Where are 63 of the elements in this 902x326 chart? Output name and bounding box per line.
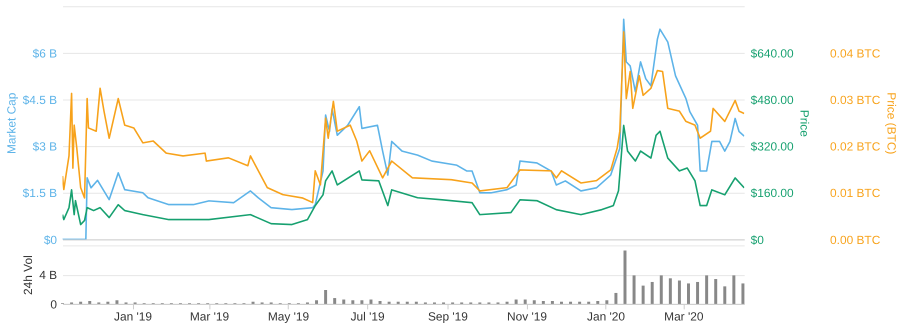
y3-tick-label: 0.01 BTC xyxy=(830,186,881,200)
y3-tick-label: 0.00 BTC xyxy=(830,232,881,247)
bar xyxy=(378,300,382,304)
bar xyxy=(524,300,527,304)
y2-tick-label: $320.00 xyxy=(750,140,794,154)
x-tick-label: Jan '20 xyxy=(587,309,626,324)
y2-axis-title: Price xyxy=(798,110,812,138)
bar xyxy=(360,300,364,304)
x-tick-label: May '19 xyxy=(268,309,310,324)
y-tick-label: $1.5 B xyxy=(22,186,58,200)
bar xyxy=(642,286,645,304)
bar xyxy=(369,300,372,304)
bar xyxy=(115,300,118,304)
x-tick-label: Jul '19 xyxy=(350,309,385,324)
bar xyxy=(723,286,726,304)
x-tick-label: Mar '20 xyxy=(664,309,704,324)
bar xyxy=(614,292,618,304)
bar xyxy=(351,300,354,304)
bar xyxy=(705,275,708,304)
y3-tick-label: 0.04 BTC xyxy=(830,46,881,60)
y3-tick-label: 0.03 BTC xyxy=(830,92,881,107)
bar xyxy=(542,300,545,304)
bar xyxy=(650,282,654,304)
y2-tick-label: $640.00 xyxy=(750,46,794,60)
bar xyxy=(678,280,681,304)
y2-tick-label: $0 xyxy=(750,232,764,247)
bar xyxy=(624,250,626,304)
x-tick-label: Nov '19 xyxy=(507,309,548,324)
bar xyxy=(88,300,92,304)
y-axis-title: 24h Vol xyxy=(21,255,36,295)
y-tick-label: 0 xyxy=(50,297,58,312)
bar xyxy=(550,300,554,304)
y-tick-label: $4.5 B xyxy=(22,92,58,107)
bar xyxy=(605,300,608,304)
x-tick-label: Sep '19 xyxy=(428,309,468,324)
bar xyxy=(324,290,328,304)
y2-tick-label: $480.00 xyxy=(750,92,794,107)
bar xyxy=(596,300,600,304)
x-tick-label: Mar '19 xyxy=(190,309,230,324)
y-tick-label: $0 xyxy=(44,232,58,247)
bar xyxy=(660,275,663,304)
y-tick-label: $6 B xyxy=(32,46,58,60)
bar xyxy=(632,275,636,304)
y-axis-title: Market Cap xyxy=(4,92,19,154)
y3-axis-title: Price (BTC) xyxy=(884,92,898,154)
bar xyxy=(714,279,718,304)
y2-tick-label: $160.00 xyxy=(750,186,794,200)
line-series xyxy=(62,31,744,204)
bar xyxy=(732,275,736,304)
y-tick-label: $3 B xyxy=(32,140,58,154)
bar xyxy=(696,282,700,304)
line-series xyxy=(62,124,744,226)
x-tick-label: Jan '19 xyxy=(114,309,152,324)
bar xyxy=(315,300,318,304)
y-tick-label: 4 B xyxy=(39,268,58,282)
bar xyxy=(668,278,672,304)
bar xyxy=(514,300,518,304)
y3-tick-label: 0.02 BTC xyxy=(830,140,881,154)
bar xyxy=(687,283,690,304)
bar xyxy=(532,300,536,304)
bar xyxy=(333,298,336,304)
bar xyxy=(741,283,744,304)
line-series xyxy=(62,18,744,240)
